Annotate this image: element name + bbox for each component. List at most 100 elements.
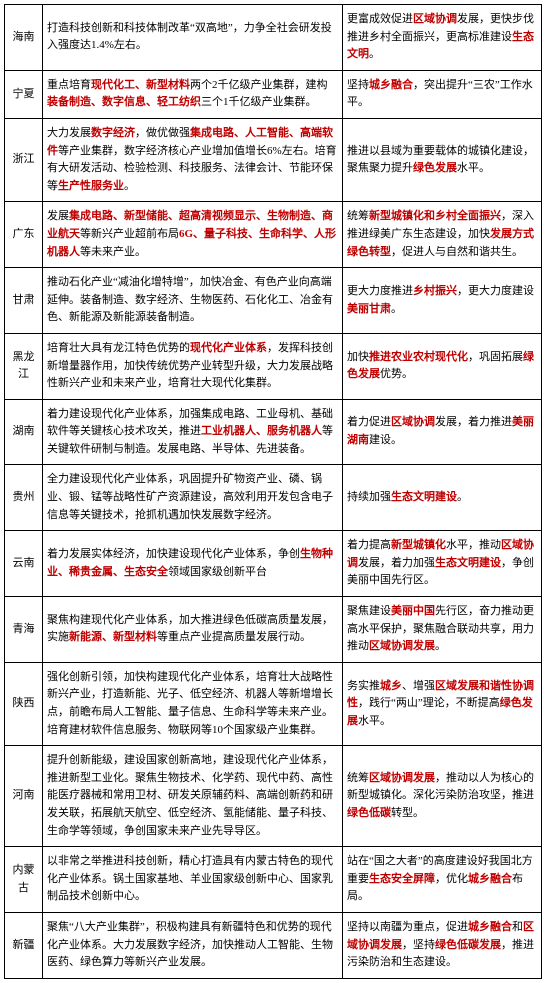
plain-text: 更大力度推进 [347, 285, 413, 297]
content-cell-left: 以非常之举推进科技创新，精心打造具有内蒙古特色的现代化产业体系。锅土国家基地、羊… [43, 847, 343, 913]
plain-text: 发展，着力推进 [435, 416, 512, 428]
province-cell: 河南 [5, 746, 43, 847]
province-cell: 青海 [5, 597, 43, 663]
content-cell-left: 打造科技创新和科技体制改革“双高地”，力争全社会研发投入强度达1.4%左右。 [43, 5, 343, 71]
highlight-text: 绿色低碳发展 [435, 939, 501, 951]
highlight-text: 区域协调 [413, 13, 457, 25]
highlight-text: 美丽中国 [391, 605, 435, 617]
plain-text: 统筹 [347, 772, 369, 784]
table-row: 宁夏重点培育现代化工、新型材料两个2千亿级产业集群，建构装备制造、数字信息、轻工… [5, 70, 542, 118]
plain-text: 转型。 [391, 807, 424, 819]
province-cell: 陕西 [5, 662, 43, 745]
plain-text: ，巩固拓展 [468, 351, 523, 363]
content-cell-left: 大力发展数字经济，做优做强集成电路、人工智能、高端软件等产业集群，数字经济核心产… [43, 118, 343, 201]
plain-text: 和 [512, 921, 523, 933]
province-cell: 宁夏 [5, 70, 43, 118]
content-cell-left: 培育壮大具有龙江特色优势的现代化产业体系，发挥科技创新增量器作用，加快传统优势产… [43, 333, 343, 399]
plain-text: 等重点产业提高质量发展行动。 [157, 631, 311, 643]
table-row: 黑龙江培育壮大具有龙江特色优势的现代化产业体系，发挥科技创新增量器作用，加快传统… [5, 333, 542, 399]
content-cell-right: 统筹新型城镇化和乡村全面振兴，深入推进绿美广东生态建设，加快发展方式绿色转型，促… [343, 202, 542, 268]
plain-text: 发展，着力加强 [358, 557, 435, 569]
plain-text: 着力提高 [347, 539, 391, 551]
plain-text: 强化创新引领，加快构建现代化产业体系，培育壮大战略性新兴产业，打造新能、光子、低… [47, 671, 333, 736]
plain-text: ，践行“两山”理论，不断提高 [358, 697, 500, 709]
plain-text: 加快 [347, 351, 369, 363]
table-row: 海南打造科技创新和科技体制改革“双高地”，力争全社会研发投入强度达1.4%左右。… [5, 5, 542, 71]
plain-text: 。 [369, 48, 380, 60]
plain-text: 水平。 [358, 715, 391, 727]
content-cell-right: 更富成效促进区域协调发展，更快步伐推进乡村全面振兴，更高标准建设生态文明。 [343, 5, 542, 71]
highlight-text: 生态文明建设 [435, 557, 501, 569]
province-cell: 内蒙古 [5, 847, 43, 913]
highlight-text: 区域协调 [391, 416, 435, 428]
plain-text: 统筹 [347, 210, 369, 222]
plain-text: 等新兴产业超前布局 [80, 228, 179, 240]
table-row: 甘肃推动石化产业“减油化增特增”，加快冶金、有色产业向高端延伸。装备制造、数字经… [5, 268, 542, 334]
highlight-text: 装备制造、数字信息、轻工纺织 [47, 96, 201, 108]
plain-text: 务实推 [347, 680, 380, 692]
content-cell-right: 聚焦建设美丽中国先行区，奋力推动更高水平保护，聚焦融合联动共享，用力推动区域协调… [343, 597, 542, 663]
highlight-text: 城乡 [380, 680, 402, 692]
highlight-text: 数字经济 [91, 127, 135, 139]
plain-text: 大力发展 [47, 127, 91, 139]
highlight-text: 绿色低碳 [347, 807, 391, 819]
content-cell-right: 着力促进区域协调发展，着力推进美丽湖南建设。 [343, 399, 542, 465]
highlight-text: 乡村振兴 [413, 285, 457, 297]
highlight-text: 生产性服务业 [58, 180, 124, 192]
table-row: 新疆聚焦“八大产业集群”，积极构建具有新疆特色和优势的现代化产业体系。大力发展数… [5, 912, 542, 978]
content-cell-left: 推动石化产业“减油化增特增”，加快冶金、有色产业向高端延伸。装备制造、数字经济、… [43, 268, 343, 334]
plain-text: 建设。 [369, 434, 402, 446]
table-row: 云南着力发展实体经济，加快建设现代化产业体系，争创生物种业、稀贵金属、生态安全领… [5, 531, 542, 597]
plain-text: 持续加强 [347, 491, 391, 503]
plain-text: 培育壮大具有龙江特色优势的 [47, 342, 190, 354]
content-cell-left: 发展集成电路、新型储能、超高清视频显示、生物制造、商业航天等新兴产业超前布局6G… [43, 202, 343, 268]
plain-text: 坚持 [347, 79, 369, 91]
plain-text: 。 [124, 180, 135, 192]
plain-text: 等未来产业。 [80, 246, 146, 258]
content-cell-right: 统筹区域协调发展，推动以人为核心的新型城镇化。深化污染防治攻坚，推进绿色低碳转型… [343, 746, 542, 847]
plain-text: 提升创新能级，建设国家创新高地，建设现代化产业体系，推进新型工业化。聚焦生物技术… [47, 754, 333, 836]
plain-text: 、增强 [402, 680, 435, 692]
highlight-text: 现代化工、新型材料 [91, 79, 190, 91]
content-cell-left: 聚焦构建现代化产业体系，加大推进绿色低碳高质量发展，实施新能源、新型材料等重点产… [43, 597, 343, 663]
policy-table: 海南打造科技创新和科技体制改革“双高地”，力争全社会研发投入强度达1.4%左右。… [4, 4, 542, 979]
province-cell: 海南 [5, 5, 43, 71]
plain-text: 全力建设现代化产业体系，巩固提升矿物资产业、磷、锅业、锻、锰等战略性矿产资源建设… [47, 473, 333, 520]
province-cell: 浙江 [5, 118, 43, 201]
plain-text: 聚焦建设 [347, 605, 391, 617]
plain-text: 着力发展实体经济，加快建设现代化产业体系，争创 [47, 548, 300, 560]
plain-text: 两个2千亿级产业集群，建构 [190, 79, 328, 91]
plain-text: 。 [435, 640, 446, 652]
plain-text: 坚持以南疆为重点，促进 [347, 921, 468, 933]
table-row: 陕西强化创新引领，加快构建现代化产业体系，培育壮大战略性新兴产业，打造新能、光子… [5, 662, 542, 745]
table-row: 河南提升创新能级，建设国家创新高地，建设现代化产业体系，推进新型工业化。聚焦生物… [5, 746, 542, 847]
highlight-text: 生态安全屏障 [369, 873, 435, 885]
content-cell-left: 聚焦“八大产业集群”，积极构建具有新疆特色和优势的现代化产业体系。大力发展数字经… [43, 912, 343, 978]
plain-text: ，坚持 [402, 939, 435, 951]
highlight-text: 城乡融合 [468, 873, 512, 885]
highlight-text: 现代化产业体系 [190, 342, 267, 354]
content-cell-left: 提升创新能级，建设国家创新高地，建设现代化产业体系，推进新型工业化。聚焦生物技术… [43, 746, 343, 847]
plain-text: 发展 [47, 210, 69, 222]
plain-text: ，促进人与自然和谐共生。 [391, 246, 523, 258]
province-cell: 云南 [5, 531, 43, 597]
content-cell-right: 更大力度推进乡村振兴，更大力度建设美丽甘肃。 [343, 268, 542, 334]
content-cell-right: 加快推进农业农村现代化，巩固拓展绿色发展优势。 [343, 333, 542, 399]
highlight-text: 推进农业农村现代化 [369, 351, 468, 363]
content-cell-right: 坚持城乡融合，突出提升“三农”工作水平。 [343, 70, 542, 118]
content-cell-left: 全力建设现代化产业体系，巩固提升矿物资产业、磷、锅业、锻、锰等战略性矿产资源建设… [43, 465, 343, 531]
content-cell-left: 着力建设现代化产业体系，加强集成电路、工业母机、基础软件等关键核心技术攻关，推进… [43, 399, 343, 465]
plain-text: ，做优做强 [135, 127, 190, 139]
plain-text: 领域国家级创新平台 [168, 566, 267, 578]
province-cell: 广东 [5, 202, 43, 268]
plain-text: ，优化 [435, 873, 468, 885]
highlight-text: 城乡融合 [468, 921, 512, 933]
highlight-text: 城乡融合 [369, 79, 413, 91]
highlight-text: 新能源、新型材料 [69, 631, 157, 643]
province-cell: 新疆 [5, 912, 43, 978]
plain-text: 三个1千亿级产业集群。 [201, 96, 317, 108]
content-cell-right: 坚持以南疆为重点，促进城乡融合和区域协调发展，坚持绿色低碳发展，推进污染防治和生… [343, 912, 542, 978]
plain-text: ，更大力度建设 [457, 285, 534, 297]
province-cell: 贵州 [5, 465, 43, 531]
plain-text: 。 [457, 491, 468, 503]
